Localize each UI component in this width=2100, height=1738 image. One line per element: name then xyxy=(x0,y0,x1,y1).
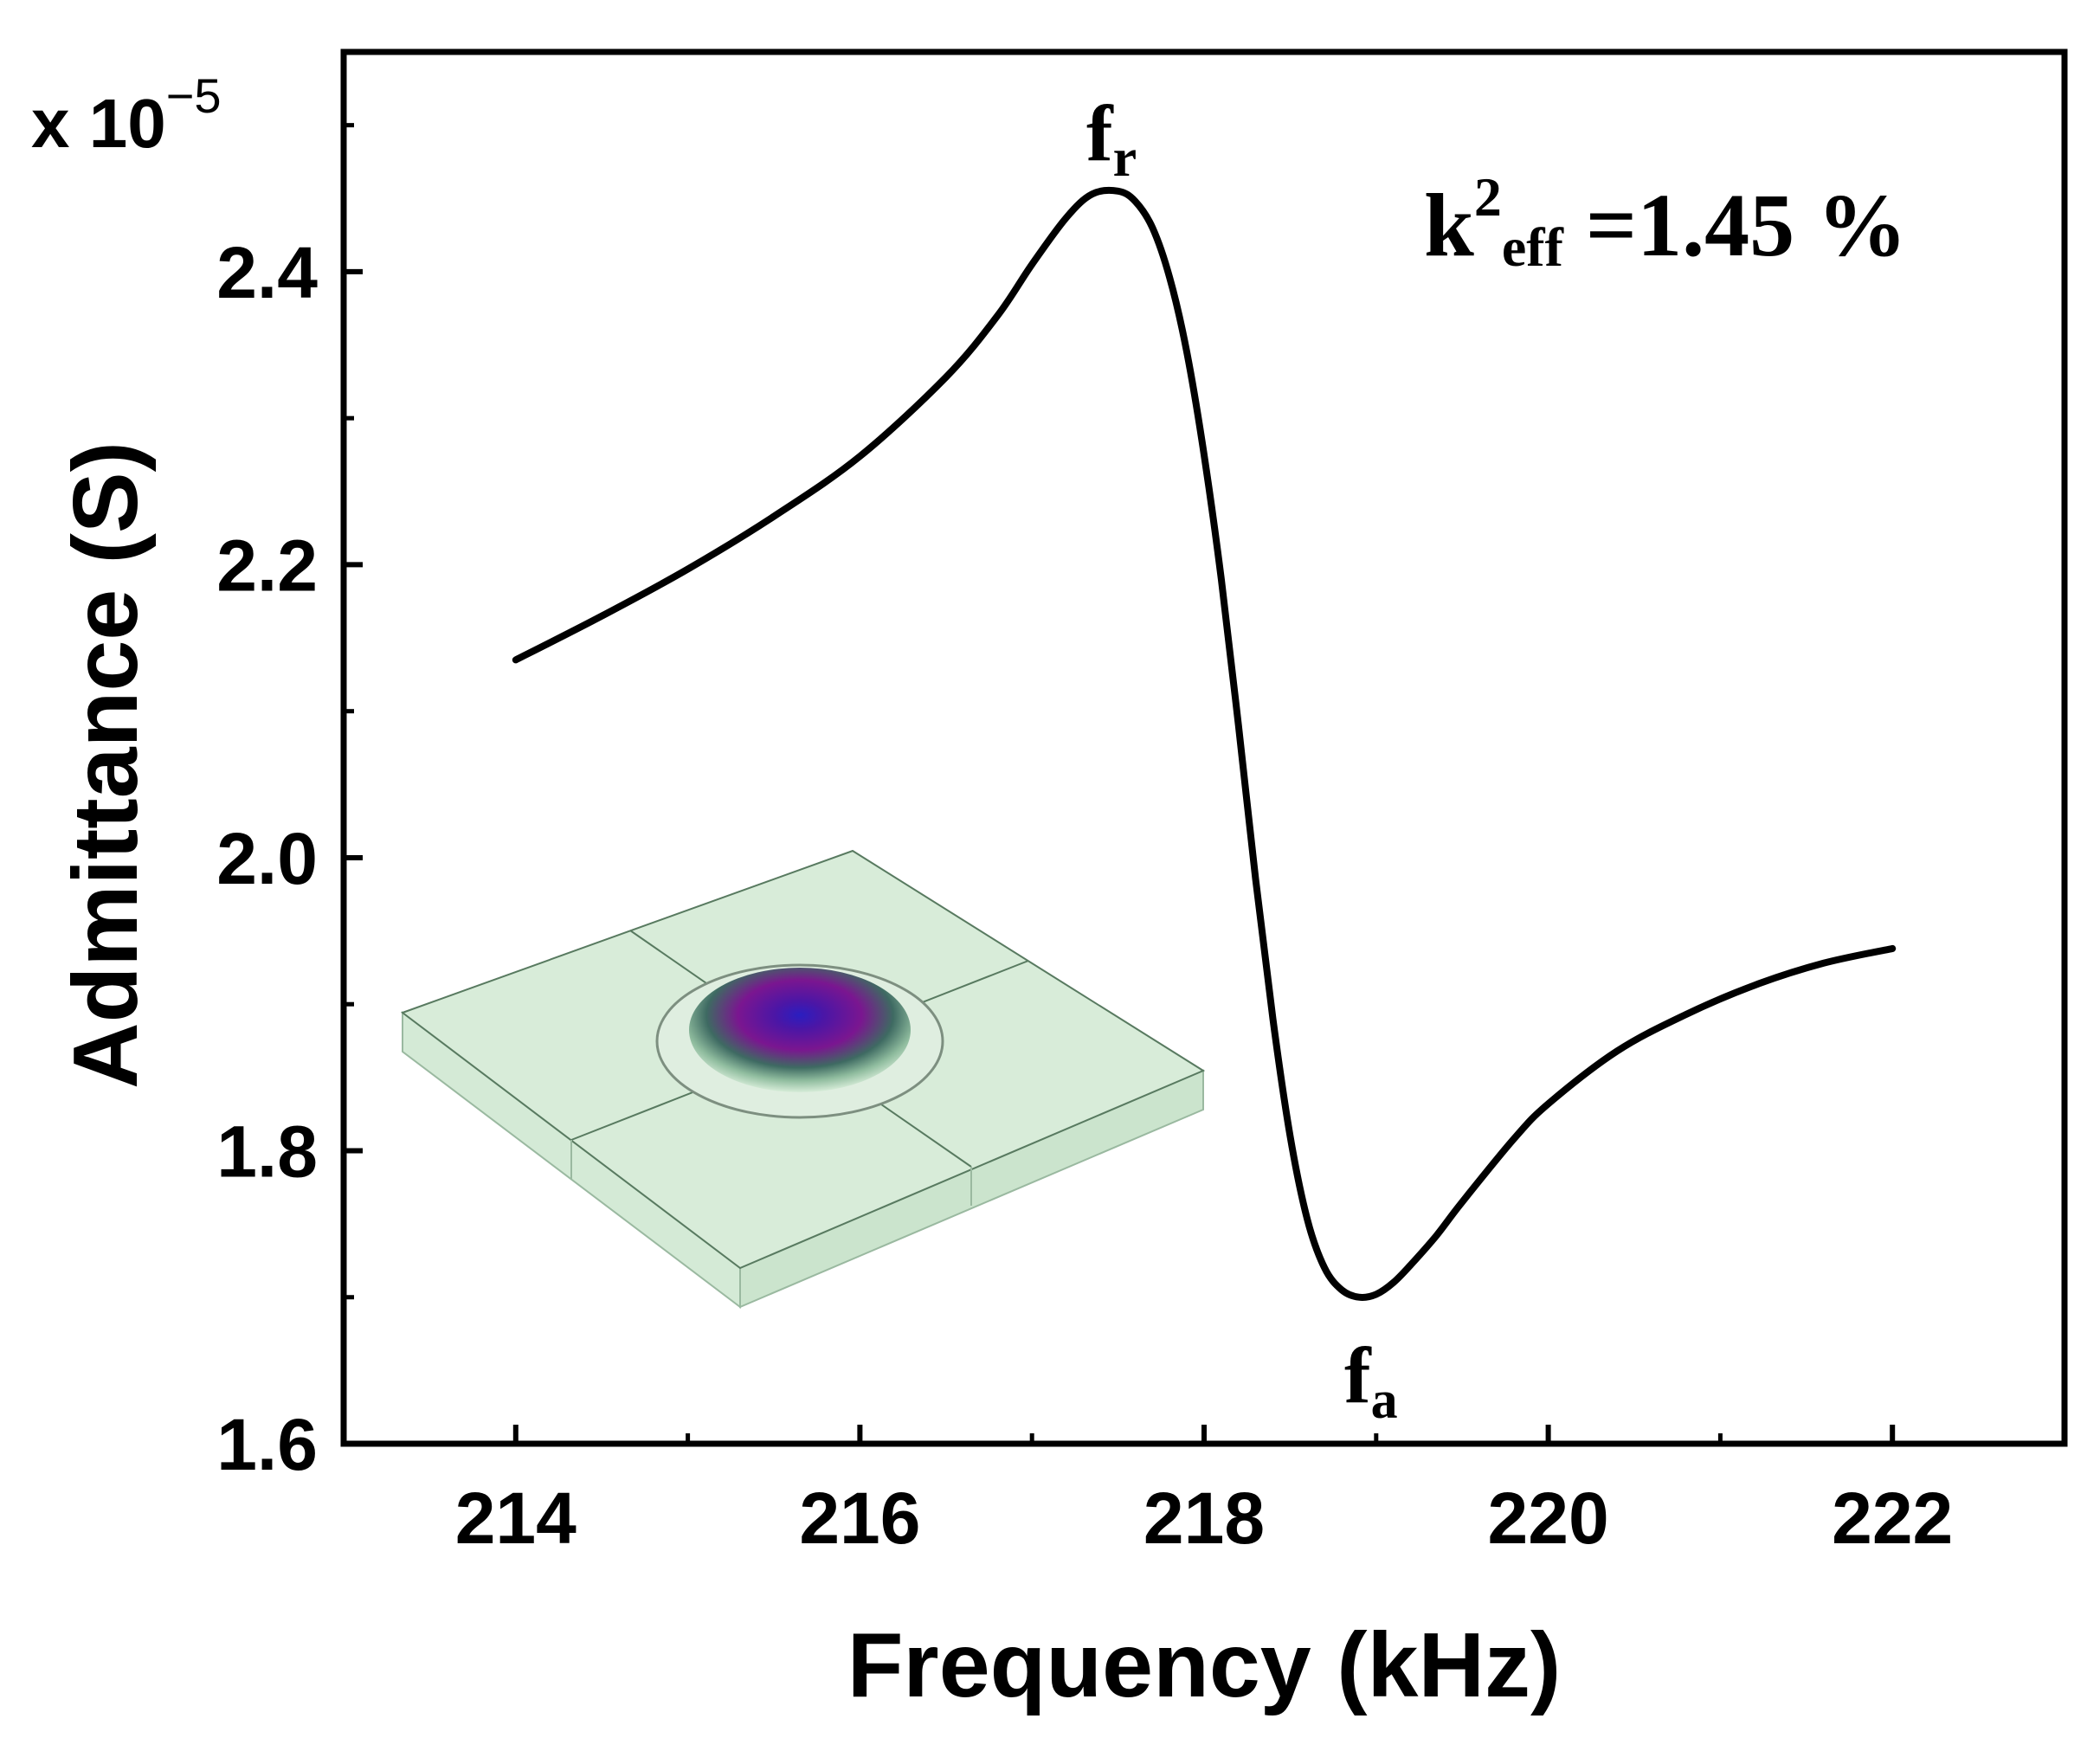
resonator-inset xyxy=(400,849,1206,1310)
y-tick-label: 2.2 xyxy=(216,525,318,606)
mode-shape xyxy=(689,968,911,1092)
y-tick-label: 2.4 xyxy=(216,232,318,313)
x-tick-label: 214 xyxy=(455,1477,577,1559)
x-tick-label: 216 xyxy=(799,1477,920,1559)
y-multiplier-prefix: x 10 xyxy=(31,85,166,162)
x-tick-label: 220 xyxy=(1488,1477,1609,1559)
x-axis-title: Frequency (kHz) xyxy=(847,1614,1562,1716)
annotation-fr: fr xyxy=(1086,89,1137,188)
admittance-line xyxy=(512,186,1897,1301)
y-multiplier-label: x 10−5 xyxy=(31,68,222,162)
y-tick-label: 1.8 xyxy=(216,1110,318,1192)
x-tick-label: 218 xyxy=(1143,1477,1265,1559)
y-multiplier-exponent: −5 xyxy=(166,68,222,123)
annotation-k2eff: k2eff =1.45 % xyxy=(1424,166,1907,278)
x-tick-label: 222 xyxy=(1832,1477,1953,1559)
y-axis-title: Admittance (S) xyxy=(55,441,157,1089)
y-tick-label: 2.0 xyxy=(216,818,318,899)
annotation-fa: fa xyxy=(1344,1331,1398,1430)
y-tick-label: 1.6 xyxy=(216,1404,318,1485)
